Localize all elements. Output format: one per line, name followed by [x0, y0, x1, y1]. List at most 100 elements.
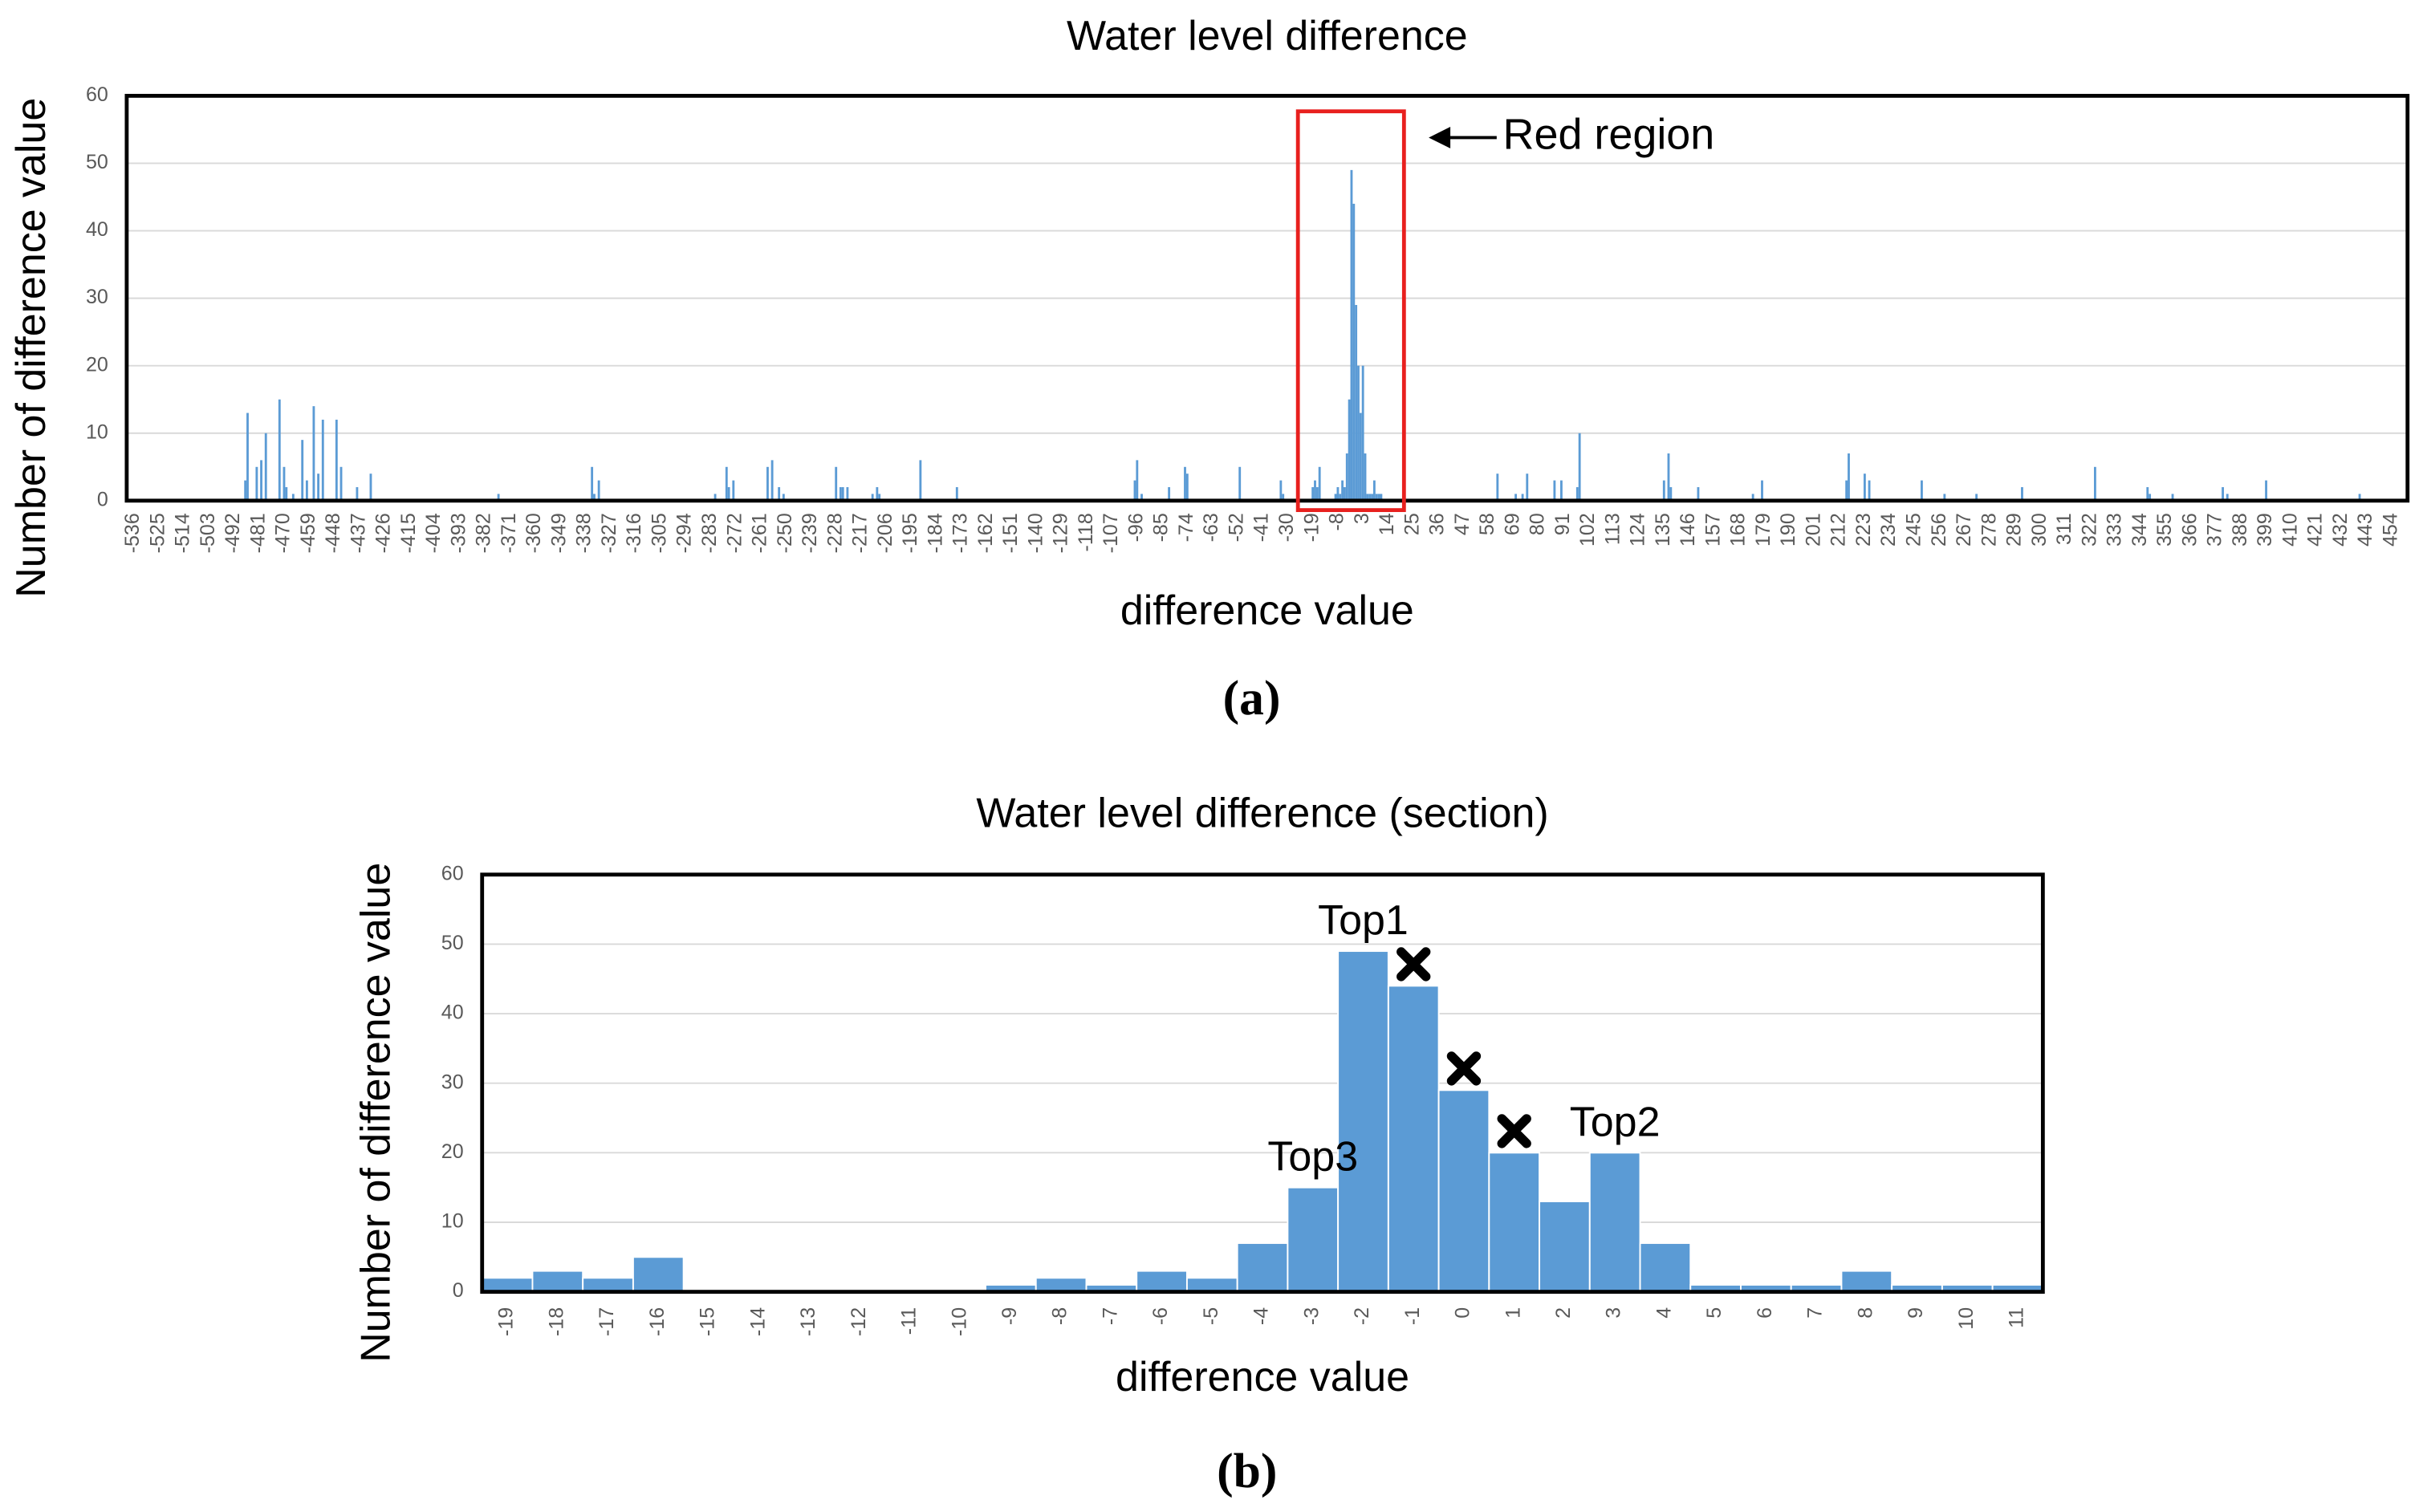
bar: [1035, 1277, 1088, 1293]
bar: [2226, 494, 2229, 501]
x-tick-label: -228: [823, 513, 846, 553]
bar: [1345, 453, 1348, 501]
bar: [727, 487, 730, 501]
x-tick-label: -261: [749, 513, 771, 553]
x-tick-label: 388: [2229, 513, 2251, 547]
x-tick-label: -393: [447, 513, 470, 553]
x-tick-label: 25: [1401, 513, 1423, 535]
bar: [278, 399, 281, 501]
x-tick-label: -250: [774, 513, 796, 553]
x-tick-label: 10: [1955, 1307, 1978, 1330]
x-tick-label: 7: [1804, 1307, 1827, 1319]
x-tick-label: -503: [197, 513, 219, 553]
bar: [593, 494, 596, 501]
x-tick-label: -338: [573, 513, 596, 553]
bar: [2358, 494, 2361, 501]
bar: [2093, 466, 2096, 501]
bar: [1337, 950, 1389, 1293]
bar: [1377, 494, 1380, 501]
bar: [1168, 487, 1171, 501]
bar: [1359, 413, 1362, 501]
bar: [321, 419, 324, 501]
x-tick-label: 47: [1451, 513, 1474, 535]
x-tick-label: -19: [495, 1307, 518, 1336]
bar: [497, 494, 500, 501]
x-tick-label: 344: [2128, 513, 2151, 547]
x-tick-label: -316: [623, 513, 645, 553]
bar: [1488, 1152, 1541, 1293]
x-tick-label: -371: [498, 513, 520, 553]
y-tick-label: 20: [86, 353, 108, 376]
x-tick-label: -426: [372, 513, 395, 553]
bar: [1761, 480, 1763, 501]
x-tick-label: -415: [397, 513, 420, 553]
bar: [1364, 453, 1367, 501]
bar: [1667, 453, 1670, 501]
bar: [2146, 487, 2149, 501]
bar: [1185, 474, 1189, 501]
y-tick-label: 40: [86, 218, 108, 241]
bar: [1184, 466, 1186, 501]
x-tick-label: 91: [1551, 513, 1574, 535]
x-tick-label: 5: [1703, 1307, 1726, 1319]
x-tick-label: -140: [1024, 513, 1047, 553]
annotation: Top1: [1318, 897, 1409, 944]
cross-marker: [1446, 1051, 1482, 1086]
x-tick-label: 80: [1527, 513, 1549, 535]
annotation: Top2: [1570, 1099, 1661, 1145]
bar: [1314, 480, 1316, 501]
x-tick-label: 443: [2354, 513, 2376, 547]
cross-marker: [1497, 1114, 1531, 1148]
x-tick-label: -12: [848, 1307, 870, 1336]
caption: (b): [1217, 1444, 1277, 1498]
bar: [713, 494, 717, 501]
x-tick-label: 333: [2104, 513, 2126, 547]
bar: [1352, 203, 1356, 501]
bar: [955, 487, 958, 501]
x-tick-label: 11: [2006, 1307, 2028, 1328]
bar: [1521, 494, 1524, 501]
bar: [1559, 480, 1563, 501]
bar: [2265, 480, 2267, 501]
x-tick-label: 267: [1953, 513, 1975, 547]
bar: [725, 466, 728, 501]
bar: [2222, 487, 2224, 501]
bar: [782, 494, 785, 501]
x-tick-label: 278: [1978, 513, 2000, 547]
bar: [1315, 487, 1319, 501]
bar: [1282, 494, 1285, 501]
bar: [1863, 474, 1866, 501]
x-tick-label: 157: [1701, 513, 1724, 547]
x-tick-label: -360: [522, 513, 545, 553]
bar: [1868, 480, 1871, 501]
bar: [2149, 494, 2152, 501]
bar: [1311, 487, 1315, 501]
x-tick-label: 4: [1653, 1307, 1675, 1319]
x-tick-label: -74: [1175, 513, 1197, 542]
x-tick-label: 421: [2304, 513, 2327, 547]
bar: [1355, 305, 1358, 501]
bar: [255, 466, 258, 501]
annotation-arrowhead: [1429, 126, 1451, 148]
bar: [1975, 494, 1978, 501]
x-tick-label: -217: [849, 513, 872, 553]
x-tick-label: 366: [2178, 513, 2201, 547]
x-tick-label: 14: [1376, 513, 1398, 535]
x-tick-label: -404: [422, 513, 445, 553]
x-tick-label: 355: [2153, 513, 2176, 547]
bar: [1751, 494, 1754, 501]
x-tick-label: -492: [222, 513, 244, 553]
x-tick-label: -3: [1300, 1307, 1323, 1325]
y-axis-label: Number of difference value: [352, 863, 399, 1363]
bar: [871, 494, 874, 501]
y-tick-label: 60: [441, 862, 464, 884]
bar: [1372, 480, 1376, 501]
bar: [1553, 480, 1556, 501]
x-tick-label: -459: [297, 513, 319, 553]
bar: [1371, 494, 1373, 501]
x-tick-label: 432: [2329, 513, 2352, 547]
bar: [1366, 494, 1369, 501]
bar: [283, 466, 286, 501]
y-axis-label: Number of difference value: [8, 98, 55, 598]
bar: [1697, 487, 1700, 501]
